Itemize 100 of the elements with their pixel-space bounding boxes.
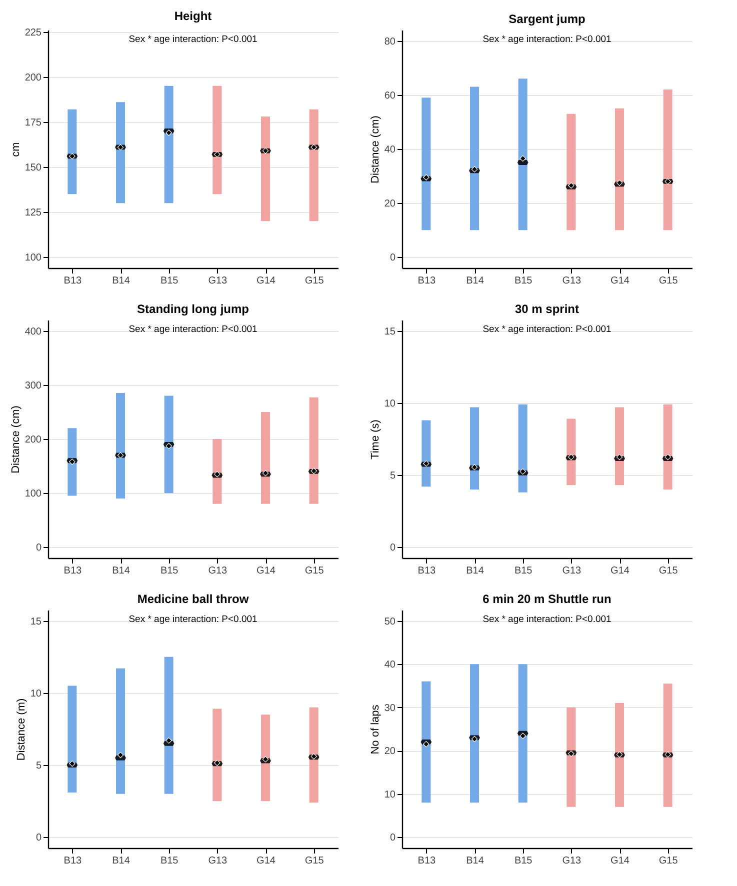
x-tick-label: B15 <box>514 566 533 576</box>
point <box>69 760 76 767</box>
bar <box>68 109 77 194</box>
bar <box>164 86 174 204</box>
y-axis-title: Distance (cm) <box>369 116 382 184</box>
bar <box>615 108 624 230</box>
bar <box>309 109 318 222</box>
y-tick-label: 5 <box>36 760 42 772</box>
x-tick-label: G15 <box>304 856 324 866</box>
bar <box>212 708 222 802</box>
bar <box>164 396 174 494</box>
y-axis-title: Time (s) <box>369 420 382 460</box>
chart-title: Medicine ball throw <box>137 592 250 606</box>
x-tick-label: B15 <box>160 566 179 576</box>
bar <box>68 428 77 496</box>
y-tick-label: 200 <box>24 434 42 446</box>
x-tick-label: B15 <box>514 276 533 286</box>
y-tick-label: 30 <box>384 702 396 714</box>
bar <box>261 714 270 802</box>
y-tick-label: 225 <box>24 27 42 38</box>
chart-title: Standing long jump <box>137 302 249 316</box>
y-axis-title: cm <box>10 142 22 157</box>
y-tick-label: 10 <box>384 789 396 800</box>
x-tick-label: B13 <box>418 276 436 286</box>
bar <box>663 90 672 230</box>
bar <box>615 407 624 486</box>
bar <box>68 686 77 792</box>
y-tick-label: 50 <box>384 616 396 628</box>
point <box>214 471 220 478</box>
annotation: Sex * age interaction: P<0.001 <box>482 34 612 45</box>
x-tick-label: G15 <box>304 566 324 576</box>
chart-title: Sargent jump <box>508 12 586 26</box>
bar <box>422 98 431 230</box>
bar <box>518 664 528 803</box>
annotation: Sex * age interaction: P<0.001 <box>128 34 258 45</box>
y-tick-label: 40 <box>384 660 396 671</box>
point <box>117 752 124 758</box>
y-axis-title: Distance (m) <box>15 698 28 761</box>
bar <box>422 681 431 803</box>
y-tick-label: 150 <box>24 162 42 174</box>
y-tick-label: 0 <box>390 542 396 554</box>
x-tick-label: G13 <box>562 566 582 576</box>
bar <box>261 412 270 504</box>
point <box>520 155 526 162</box>
bar <box>164 656 174 794</box>
x-tick-label: G14 <box>256 276 276 286</box>
y-tick-label: 100 <box>24 252 42 264</box>
y-tick-label: 0 <box>36 832 42 844</box>
x-tick-label: G15 <box>658 856 678 866</box>
bar <box>566 707 576 807</box>
bar <box>615 703 624 807</box>
point <box>166 442 172 450</box>
point <box>568 182 574 189</box>
x-tick-label: B15 <box>160 276 179 286</box>
bar <box>566 418 576 486</box>
x-tick-label: G14 <box>610 566 630 576</box>
y-tick-label: 15 <box>384 326 396 338</box>
bar <box>470 664 479 803</box>
y-axis-title: No of laps <box>369 704 382 754</box>
bar <box>566 114 576 230</box>
x-tick-label: G15 <box>658 566 678 576</box>
bar <box>212 439 222 504</box>
y-tick-label: 60 <box>384 90 396 102</box>
annotation: Sex * age interaction: P<0.001 <box>482 614 612 625</box>
y-tick-label: 10 <box>30 688 42 700</box>
y-tick-label: 20 <box>384 746 396 758</box>
bar <box>116 393 125 498</box>
chart-title: 6 min 20 m Shuttle run <box>482 592 612 606</box>
bar <box>309 397 318 504</box>
bar <box>518 78 528 230</box>
y-tick-label: 10 <box>384 398 396 410</box>
x-tick-label: G14 <box>256 566 276 576</box>
bar <box>422 420 431 487</box>
x-tick-label: B13 <box>64 856 82 866</box>
point <box>310 144 317 150</box>
x-tick-label: B13 <box>64 276 82 286</box>
y-axis-title: Distance (cm) <box>10 406 22 474</box>
point <box>166 737 172 744</box>
point <box>166 130 172 136</box>
x-tick-label: B14 <box>112 276 130 286</box>
x-tick-label: B14 <box>466 276 484 286</box>
y-tick-label: 15 <box>30 616 42 628</box>
x-tick-label: G13 <box>562 276 582 286</box>
y-tick-label: 0 <box>390 832 396 844</box>
bar <box>663 684 672 807</box>
y-tick-label: 80 <box>384 36 396 48</box>
y-tick-label: 125 <box>24 208 42 219</box>
x-tick-label: G14 <box>610 856 630 866</box>
x-tick-label: B13 <box>418 566 436 576</box>
point <box>423 174 430 181</box>
x-tick-label: B13 <box>64 566 82 576</box>
bar <box>470 407 479 490</box>
y-tick-label: 5 <box>390 470 396 482</box>
x-tick-label: G13 <box>208 276 228 286</box>
x-tick-label: G15 <box>304 276 324 286</box>
bar <box>116 668 125 794</box>
y-tick-label: 175 <box>24 117 42 128</box>
bar <box>518 404 528 492</box>
y-tick-label: 100 <box>24 488 42 500</box>
y-tick-label: 0 <box>36 542 42 554</box>
